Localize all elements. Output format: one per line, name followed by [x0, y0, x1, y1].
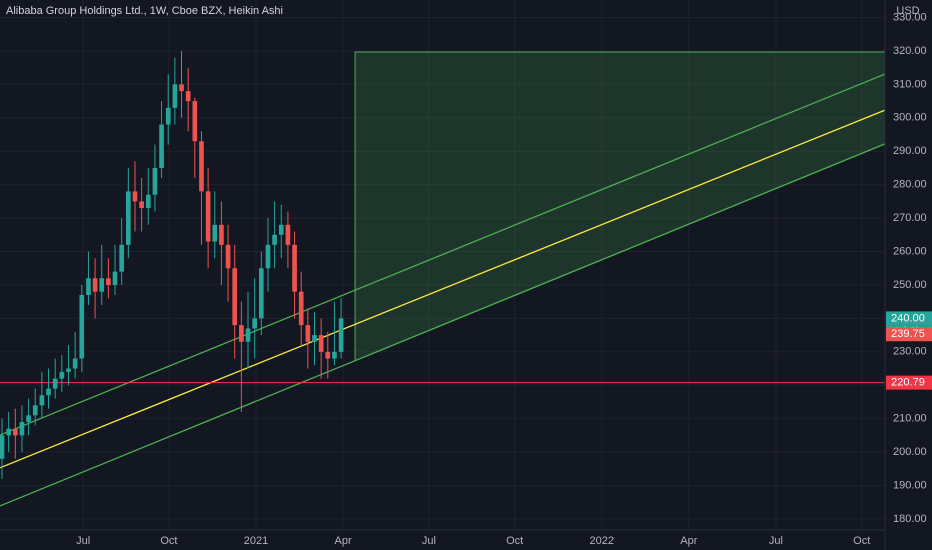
drawings	[0, 51, 886, 507]
candle-body	[132, 191, 138, 202]
y-tick-label: 180.00	[893, 513, 927, 525]
x-tick-label: Apr	[335, 535, 352, 547]
y-tick-label: 290.00	[893, 145, 927, 157]
candle-body	[66, 368, 71, 372]
x-tick-label: Oct	[853, 535, 870, 547]
candle-body	[126, 191, 131, 245]
candle-body	[212, 224, 218, 242]
candle-body	[252, 318, 257, 329]
candle-body	[272, 234, 277, 245]
candle-body	[106, 278, 111, 285]
candles	[0, 50, 344, 479]
channel-line	[0, 109, 886, 469]
candle-body	[52, 378, 58, 389]
candle-body	[258, 268, 264, 319]
candle-body	[59, 371, 65, 379]
candle-body	[6, 428, 11, 436]
candle-body	[19, 422, 25, 436]
candle-body	[0, 435, 5, 459]
candle-body	[46, 388, 51, 396]
candle-body	[239, 325, 244, 342]
x-tick-label: Jul	[422, 535, 436, 547]
candle-body	[199, 141, 204, 192]
x-tick-label: Jul	[76, 535, 90, 547]
candle-body	[26, 415, 31, 423]
y-tick-label: 320.00	[893, 45, 927, 57]
y-tick-label: 190.00	[893, 479, 927, 491]
candle-body	[232, 268, 238, 326]
candle-body	[145, 194, 151, 209]
candle-body	[165, 107, 171, 125]
candle-body	[285, 224, 291, 245]
axes: 180.00190.00200.00210.00220.00230.00240.…	[76, 11, 932, 547]
grid	[0, 0, 885, 530]
price-label: 240.00	[891, 312, 925, 324]
candle-body	[99, 278, 105, 292]
candle-body	[325, 351, 331, 359]
candle-body	[179, 84, 184, 92]
x-tick-label: Apr	[680, 535, 697, 547]
y-tick-label: 210.00	[893, 413, 927, 425]
y-tick-label: 310.00	[893, 78, 927, 90]
candle-body	[245, 328, 251, 342]
y-tick-label: 330.00	[893, 11, 927, 23]
candle-body	[152, 167, 158, 195]
y-tick-label: 200.00	[893, 446, 927, 458]
candle-body	[205, 191, 211, 242]
candle-body	[12, 428, 18, 436]
candle-body	[159, 124, 164, 168]
candle-body	[219, 224, 224, 245]
y-tick-label: 260.00	[893, 245, 927, 257]
y-tick-label: 270.00	[893, 212, 927, 224]
candle-body	[338, 318, 344, 352]
candle-body	[172, 84, 178, 108]
y-tick-label: 300.00	[893, 112, 927, 124]
price-label: 220.79	[891, 377, 925, 389]
candle-body	[92, 278, 98, 292]
candle-body	[265, 244, 271, 269]
channel-line	[0, 73, 886, 436]
x-tick-label: Oct	[160, 535, 177, 547]
candle-body	[305, 325, 311, 342]
candle-body	[79, 295, 85, 359]
candle-body	[278, 224, 284, 235]
candle-body	[39, 395, 45, 406]
channel-line	[0, 143, 886, 507]
x-tick-label: Jul	[769, 535, 783, 547]
candle-body	[192, 101, 198, 142]
price-label-bg	[886, 375, 932, 390]
candle-body	[185, 91, 191, 102]
candle-body	[32, 405, 38, 416]
candle-body	[72, 358, 78, 369]
candle-body	[298, 291, 304, 326]
candle-body	[139, 201, 144, 209]
y-tick-label: 230.00	[893, 346, 927, 358]
x-tick-label: Oct	[506, 535, 523, 547]
y-tick-label: 280.00	[893, 179, 927, 191]
candle-body	[119, 244, 125, 272]
x-tick-label: 2021	[244, 535, 268, 547]
currency: USD	[896, 5, 919, 17]
candle-body	[332, 351, 337, 359]
chart-title: Alibaba Group Holdings Ltd., 1W, Cboe BZ…	[6, 5, 283, 17]
candle-body	[225, 244, 231, 269]
price-label-bg	[886, 327, 932, 342]
candle-body	[86, 278, 91, 296]
x-tick-label: 2022	[590, 535, 614, 547]
candle-body	[112, 271, 118, 285]
candle-body	[292, 244, 297, 292]
price-label-bg	[886, 311, 932, 326]
candle-body	[318, 335, 324, 352]
candle-body	[312, 335, 317, 342]
y-tick-label: 250.00	[893, 279, 927, 291]
price-label: 239.75	[891, 328, 925, 340]
